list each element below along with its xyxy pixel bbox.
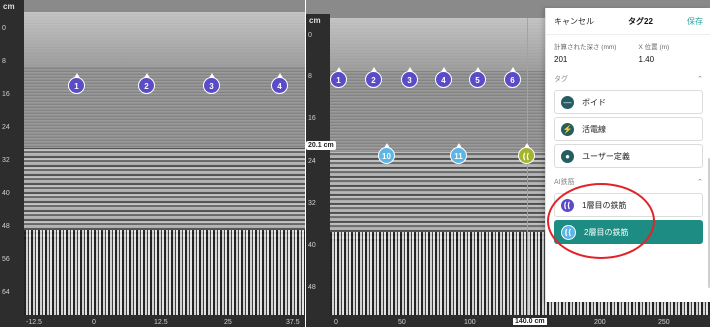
x-tick: 250 xyxy=(658,319,670,326)
minus-circle-icon: — xyxy=(561,95,574,109)
depth-tick: 48 xyxy=(2,223,10,230)
ai-section-title: AI鉄筋 xyxy=(554,179,575,186)
depth-tick: 64 xyxy=(2,289,10,296)
left-x-axis: -12.5 0 12.5 25 37.5 xyxy=(0,315,305,327)
depth-tick: 40 xyxy=(2,190,10,197)
x-tick: -12.5 xyxy=(26,319,42,326)
tag-edit-panel: キャンセル タグ22 保存 計算された深さ (mm) 201 X 位置 (m) … xyxy=(545,8,710,302)
x-tick: 37.5 xyxy=(286,319,300,326)
depth-label: 計算された深さ (mm) xyxy=(554,44,617,51)
tag-option-live-wire[interactable]: ⚡ 活電線 xyxy=(554,117,703,141)
depth-tick: 32 xyxy=(308,200,316,207)
highlight-circle xyxy=(547,183,655,259)
rebar-marker[interactable]: 1 xyxy=(68,73,85,94)
x-tick: 0 xyxy=(334,319,338,326)
rebar-icon xyxy=(523,152,529,161)
ai-section-header[interactable]: AI鉄筋 ⌃ xyxy=(546,171,710,190)
depth-cursor-line[interactable] xyxy=(330,147,710,148)
tag-title: タグ22 xyxy=(628,16,653,26)
left-depth-axis: cm 0 8 16 24 32 40 48 56 64 xyxy=(0,0,24,327)
rebar-marker[interactable]: 1 xyxy=(330,67,347,88)
tag-section-title: タグ xyxy=(554,76,568,83)
rebar-marker[interactable]: 4 xyxy=(271,73,288,94)
tag-option-label: 活電線 xyxy=(582,124,606,134)
x-tick: 25 xyxy=(224,319,232,326)
x-tick: 50 xyxy=(398,319,406,326)
depth-cursor-label: 20.1 cm xyxy=(306,141,336,150)
depth-tick: 40 xyxy=(308,242,316,249)
rebar-marker[interactable]: 2 xyxy=(138,73,155,94)
depth-tick: 32 xyxy=(2,157,10,164)
cancel-button[interactable]: キャンセル xyxy=(554,16,594,26)
chevron-up-icon: ⌃ xyxy=(697,179,703,186)
depth-tick: 0 xyxy=(308,32,312,39)
left-scan-panel: cm 0 8 16 24 32 40 48 56 64 -12.5 0 12.5… xyxy=(0,0,305,327)
rebar-marker[interactable]: 4 xyxy=(435,67,452,88)
tag-info: 計算された深さ (mm) 201 X 位置 (m) 1.40 xyxy=(546,35,710,68)
depth-tick: 0 xyxy=(2,25,6,32)
lightning-icon: ⚡ xyxy=(561,122,574,136)
rebar-marker[interactable]: 3 xyxy=(203,73,220,94)
tag-option-label: ユーザー定義 xyxy=(582,151,630,161)
depth-tick: 8 xyxy=(308,73,312,80)
rebar-marker-layer2[interactable]: 10 xyxy=(378,143,395,164)
right-depth-axis: cm 0 8 16 24 32 40 48 xyxy=(306,14,330,327)
position-cursor-line[interactable] xyxy=(527,18,528,315)
xpos-label: X 位置 (m) xyxy=(638,44,670,51)
rebar-marker[interactable]: 5 xyxy=(469,67,486,88)
x-tick: 0 xyxy=(92,319,96,326)
scrollbar[interactable] xyxy=(708,158,710,288)
tag-option-label: ボイド xyxy=(582,97,606,107)
tag-panel-header: キャンセル タグ22 保存 xyxy=(546,8,710,35)
selected-rebar-marker[interactable] xyxy=(518,143,535,164)
left-radargram[interactable] xyxy=(24,12,305,315)
depth-tick: 16 xyxy=(2,91,10,98)
left-unit-label: cm xyxy=(3,2,15,11)
save-button[interactable]: 保存 xyxy=(687,16,703,26)
xpos-value: 1.40 xyxy=(638,55,655,64)
tag-section-header[interactable]: タグ ⌃ xyxy=(546,68,710,87)
rebar-marker-layer2[interactable]: 11 xyxy=(450,143,467,164)
rebar-marker[interactable]: 3 xyxy=(401,67,418,88)
speech-bubble-icon: ● xyxy=(561,149,574,163)
depth-tick: 8 xyxy=(2,58,6,65)
depth-value: 201 xyxy=(554,55,568,64)
x-tick: 100 xyxy=(464,319,476,326)
depth-tick: 48 xyxy=(308,284,316,291)
rebar-marker[interactable]: 2 xyxy=(365,67,382,88)
depth-tick: 24 xyxy=(2,124,10,131)
depth-tick: 24 xyxy=(308,158,316,165)
tag-option-user-defined[interactable]: ● ユーザー定義 xyxy=(554,144,703,168)
x-tick: 200 xyxy=(594,319,606,326)
position-cursor-label: 140.0 cm xyxy=(513,318,547,325)
rebar-marker[interactable]: 6 xyxy=(504,67,521,88)
right-x-axis: 0 50 100 150 200 250 xyxy=(306,315,710,327)
right-unit-label: cm xyxy=(309,16,321,25)
x-tick: 12.5 xyxy=(154,319,168,326)
depth-tick: 56 xyxy=(2,256,10,263)
tag-option-void[interactable]: — ボイド xyxy=(554,90,703,114)
chevron-up-icon: ⌃ xyxy=(697,76,703,83)
depth-tick: 16 xyxy=(308,115,316,122)
